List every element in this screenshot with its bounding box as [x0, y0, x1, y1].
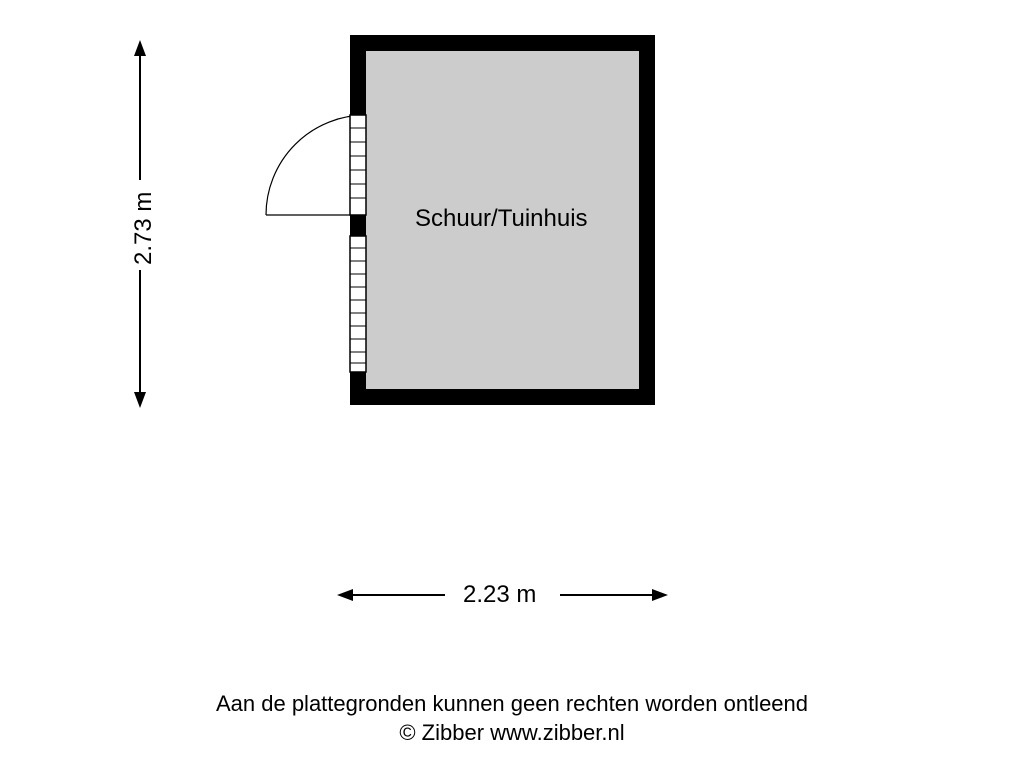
footer: Aan de plattegronden kunnen geen rechten… — [0, 690, 1024, 747]
wall-corner-bl — [350, 372, 366, 405]
dimension-vertical-label: 2.73 m — [130, 192, 158, 265]
footer-line2: © Zibber www.zibber.nl — [0, 719, 1024, 748]
footer-line1: Aan de plattegronden kunnen geen rechten… — [0, 690, 1024, 719]
door-leaf — [350, 115, 366, 215]
room-label: Schuur/Tuinhuis — [415, 205, 588, 233]
floorplan-svg — [0, 0, 1024, 768]
floorplan-canvas: Schuur/Tuinhuis 2.73 m 2.23 m Aan de pla… — [0, 0, 1024, 768]
dimension-horizontal-label: 2.23 m — [463, 581, 536, 609]
